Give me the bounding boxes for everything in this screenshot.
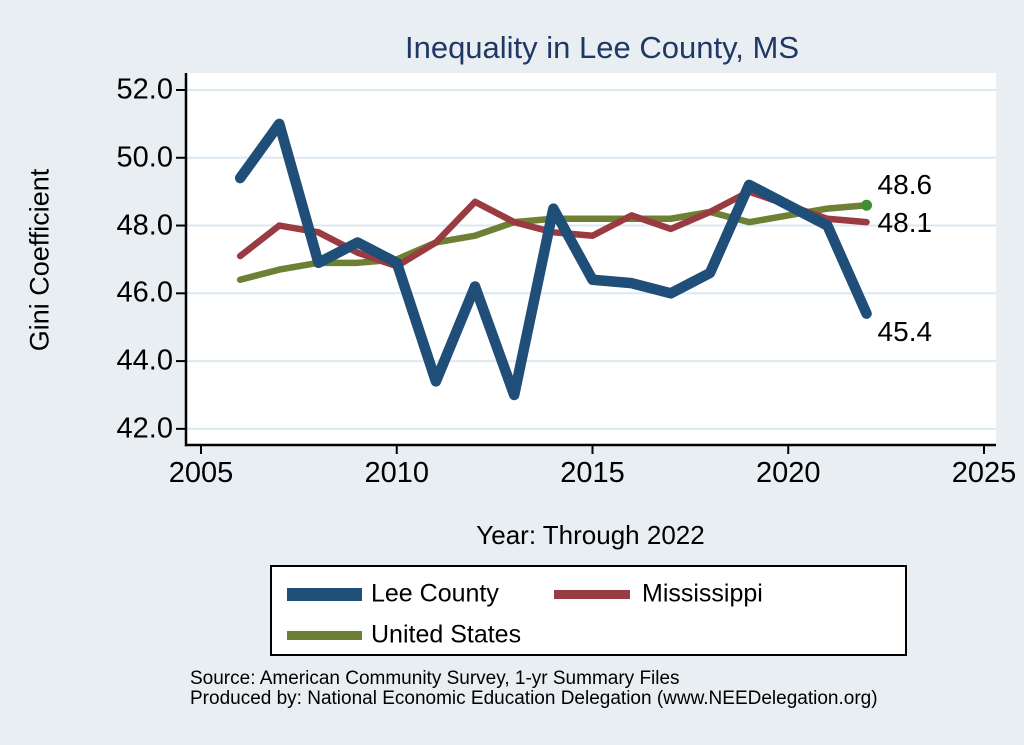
y-tick-label-50.0: 50.0 bbox=[116, 141, 173, 174]
end-marker-united-states bbox=[861, 199, 873, 211]
chart-line-lee-county bbox=[234, 118, 872, 401]
x-tick-label-2005: 2005 bbox=[168, 457, 234, 489]
source-note: Source: American Community Survey, 1-yr … bbox=[190, 669, 878, 709]
legend-swatch-mississippi bbox=[554, 589, 630, 599]
legend-swatch-united-states bbox=[287, 630, 362, 640]
end-value-label-mississippi: 48.1 bbox=[877, 207, 933, 239]
x-axis-title: Year: Through 2022 bbox=[476, 520, 705, 550]
x-tick-label-2020: 2020 bbox=[755, 457, 821, 489]
x-tick-label-2025: 2025 bbox=[951, 457, 1017, 489]
x-tick-label-2010: 2010 bbox=[364, 457, 429, 489]
legend: Lee County Mississippi United States bbox=[270, 565, 907, 656]
produced-by-line: Produced by: National Economic Education… bbox=[190, 688, 878, 709]
y-tick-label-52.0: 52.0 bbox=[116, 73, 173, 106]
chart-line-mississippi bbox=[236, 188, 870, 270]
plot-background bbox=[185, 73, 996, 445]
y-tick-label-44.0: 44.0 bbox=[116, 344, 173, 377]
y-tick-label-42.0: 42.0 bbox=[116, 412, 173, 445]
legend-label-united-states: United States bbox=[371, 620, 522, 649]
y-tick-label-46.0: 46.0 bbox=[116, 276, 173, 309]
end-value-label-lee-county: 45.4 bbox=[877, 315, 933, 347]
legend-label-lee-county: Lee County bbox=[371, 579, 499, 608]
y-tick-label-48.0: 48.0 bbox=[116, 209, 173, 242]
legend-swatch-lee-county bbox=[287, 587, 362, 601]
x-tick-label-2015: 2015 bbox=[560, 457, 625, 489]
chart-title: Inequality in Lee County, MS bbox=[404, 30, 800, 65]
end-value-label-united-states: 48.6 bbox=[877, 169, 933, 201]
legend-label-mississippi: Mississippi bbox=[642, 579, 763, 608]
source-line: Source: American Community Survey, 1-yr … bbox=[190, 668, 680, 689]
